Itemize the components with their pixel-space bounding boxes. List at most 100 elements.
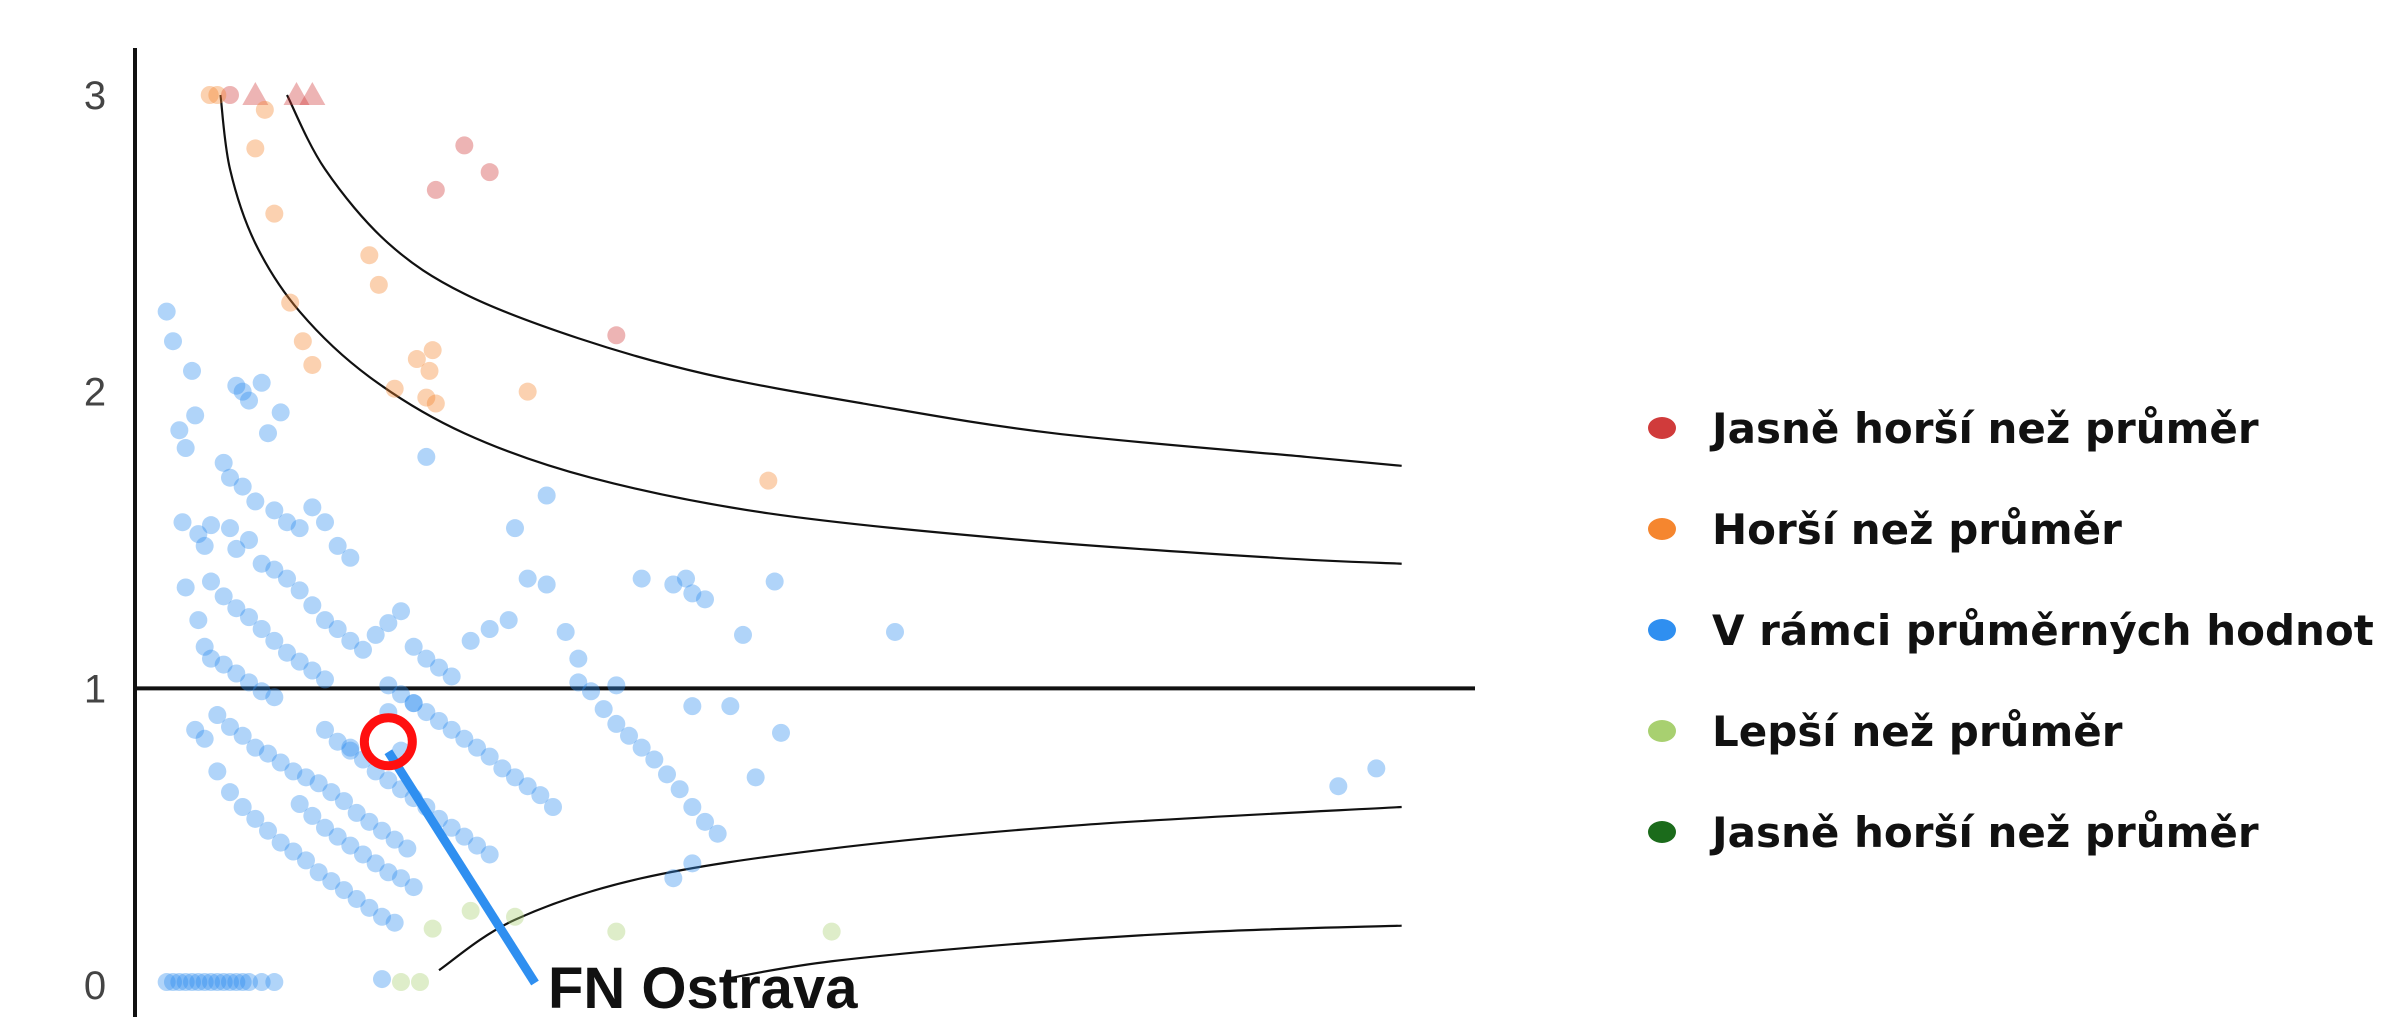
data-point-clearly-worse [242,82,269,105]
data-point-average [772,723,790,742]
data-point-average [278,513,296,532]
data-point-average [607,676,626,695]
data-point-better [392,973,410,992]
data-point-average [202,649,220,668]
data-point-average [392,602,410,621]
y-tick-label: 3 [84,74,106,118]
data-point-average [322,872,341,891]
data-point-average [195,973,214,992]
data-point-average [297,768,315,787]
data-point-average [259,424,277,443]
limit-curve-upper-outer [286,94,1402,467]
data-point-average [233,726,252,745]
data-point-average [170,421,189,440]
data-point-average [316,670,334,689]
data-point-worse [518,382,537,401]
data-point-average [303,596,322,615]
data-point-worse [759,471,778,490]
data-point-average [284,762,303,781]
data-point-average [227,539,246,558]
data-point-average [417,703,436,722]
data-point-average [683,854,702,873]
data-point-average [518,777,537,796]
data-point-average [556,622,575,641]
data-point-average [297,851,315,870]
data-point-average [240,608,258,627]
data-point-average [170,973,189,992]
data-point-average [328,732,347,751]
data-point-average [335,792,353,811]
data-point-worse [420,361,439,380]
legend-swatch-worse [1648,518,1676,540]
legend-label-worse: Horší než průměr [1712,505,2122,554]
data-point-average [186,406,205,425]
data-point-average [683,798,702,816]
limit-curve-lower-outer [723,924,1402,981]
data-point-average [594,700,613,719]
data-point-average [252,554,271,573]
data-point-average [316,513,334,532]
callout-label: FN Ostrava [548,956,858,1017]
data-point-average [404,694,423,713]
data-point-average [373,970,391,989]
data-point-worse [303,355,322,374]
data-point-average [195,637,214,656]
data-point-average [708,824,727,843]
data-point-worse [255,100,274,119]
data-point-average [246,809,265,828]
legend-label-better: Lepší než průměr [1712,707,2123,756]
data-point-average [246,492,265,511]
highlight-ring [359,713,417,771]
data-point-average [347,889,366,908]
y-tick-label: 2 [84,371,106,415]
data-point-average [164,973,182,992]
data-point-average [189,525,208,544]
data-point-average [417,447,436,466]
data-point-average [208,706,227,725]
data-point-average [278,643,296,662]
legend-label-average: V rámci průměrných hodnot [1712,606,2374,655]
data-point-average [240,531,258,549]
data-point-average [278,569,296,588]
data-point-worse [426,394,445,413]
data-point-average [202,973,220,992]
data-point-average [202,572,220,591]
legend-swatch-clearly-better [1648,821,1676,843]
data-point-average [157,302,176,321]
data-point-average [683,584,702,603]
data-point-average [316,720,334,739]
data-point-average [455,827,474,846]
data-point-average [309,774,328,793]
data-point-average [290,519,309,538]
data-point-average [531,786,550,805]
data-point-average [398,839,417,858]
data-point-average [734,625,752,644]
data-point-average [480,620,499,638]
data-point-average [164,332,182,351]
data-point-average [284,842,303,861]
data-point-average [620,726,638,745]
data-point-clearly-worse [607,326,626,345]
data-point-average [1367,759,1386,778]
data-point-average [195,729,214,748]
limit-curve-upper-inner [219,94,1402,565]
data-point-average [252,682,271,701]
data-point-average [227,599,246,618]
data-point-average [569,673,588,692]
data-point-average [886,622,904,641]
data-point-average [360,898,379,917]
data-point-average [252,973,271,992]
data-point-worse [200,86,219,104]
data-point-average [746,768,765,787]
data-point-average [518,569,537,588]
data-point-average [537,486,556,505]
data-point-average [341,741,360,760]
data-point-worse [369,275,388,294]
data-point-average [341,836,360,855]
data-point-average [309,863,328,882]
data-point-average [221,519,239,538]
data-point-average [322,783,341,802]
data-point-clearly-worse [299,82,326,105]
data-point-average [468,738,486,757]
